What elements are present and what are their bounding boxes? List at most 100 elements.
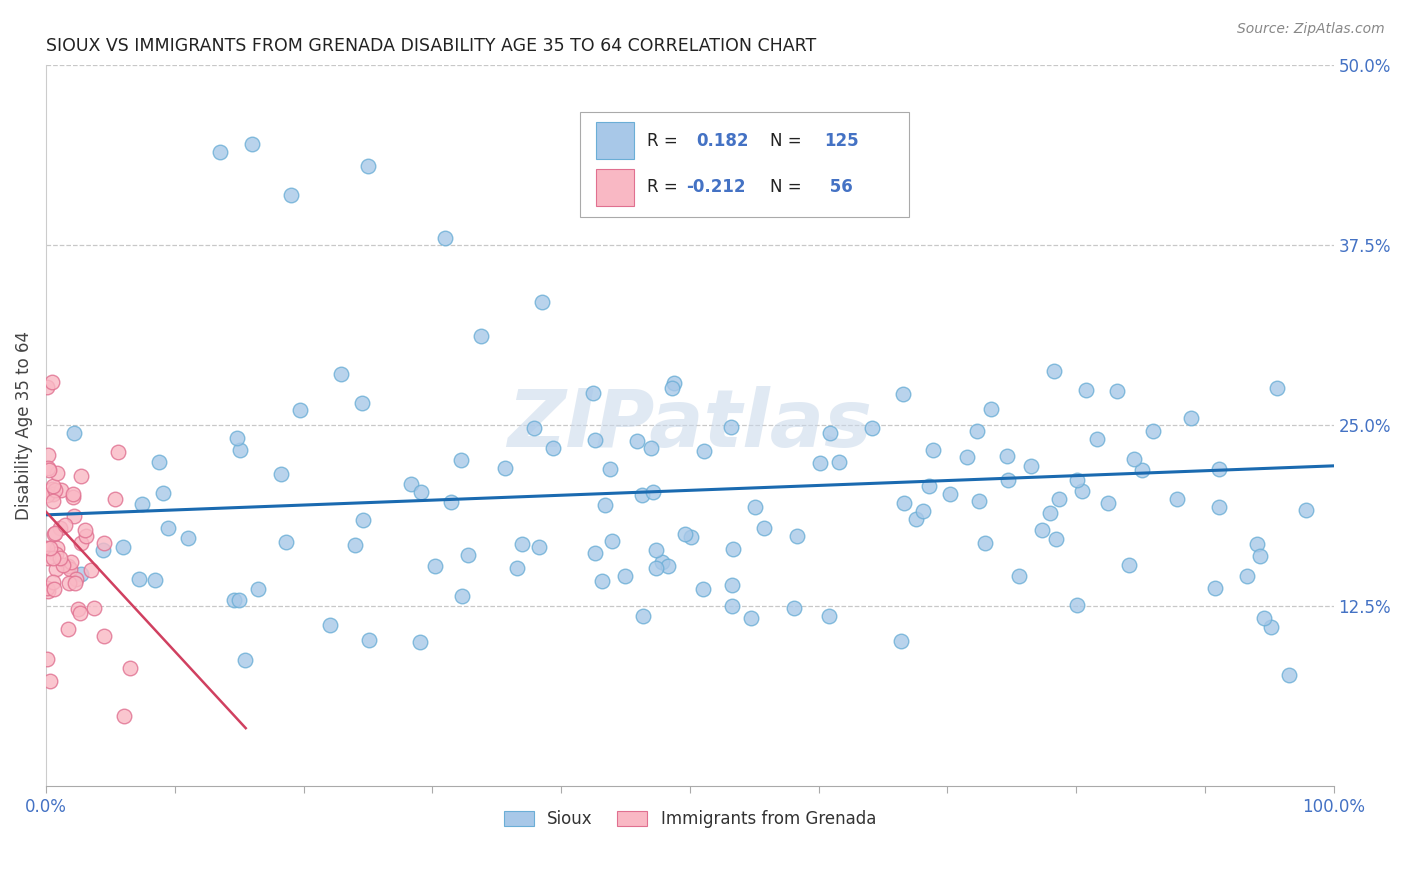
Point xyxy=(752,521,775,535)
Point xyxy=(1066,473,1088,487)
Point xyxy=(112,708,135,723)
Point xyxy=(645,560,668,574)
Point xyxy=(641,485,664,500)
Point xyxy=(80,563,103,577)
Point xyxy=(51,483,73,497)
Text: -0.212: -0.212 xyxy=(686,178,745,196)
Point xyxy=(512,537,534,551)
Y-axis label: Disability Age 35 to 64: Disability Age 35 to 64 xyxy=(15,331,32,520)
Point xyxy=(1107,384,1129,398)
Point xyxy=(494,461,516,475)
Point xyxy=(1031,524,1053,538)
Point xyxy=(42,582,65,596)
Point xyxy=(786,529,808,543)
Bar xyxy=(596,122,634,159)
Point xyxy=(599,462,621,476)
Point xyxy=(661,381,683,395)
Point xyxy=(808,456,831,470)
Point xyxy=(1260,620,1282,634)
Point xyxy=(44,526,66,541)
Point xyxy=(53,517,76,532)
Point xyxy=(280,187,302,202)
Point xyxy=(37,461,59,475)
Point xyxy=(995,449,1018,463)
Point xyxy=(1236,568,1258,582)
Point xyxy=(973,536,995,550)
Point xyxy=(38,463,60,477)
Point xyxy=(1278,668,1301,682)
Point xyxy=(41,376,63,390)
Point xyxy=(69,606,91,620)
Point xyxy=(1253,610,1275,624)
Point xyxy=(46,466,69,480)
Point xyxy=(39,541,62,555)
Point xyxy=(1180,411,1202,425)
Point xyxy=(37,488,59,502)
Point xyxy=(1130,463,1153,477)
Text: 56: 56 xyxy=(824,178,852,196)
Point xyxy=(530,295,553,310)
Point xyxy=(744,500,766,514)
Point xyxy=(723,542,745,557)
Point xyxy=(1208,462,1230,476)
Point xyxy=(37,380,59,394)
Point xyxy=(583,545,606,559)
Point xyxy=(44,527,66,541)
Point xyxy=(1166,492,1188,507)
Point xyxy=(107,445,129,459)
Point xyxy=(1007,569,1029,583)
Point xyxy=(969,494,991,508)
Point xyxy=(76,529,98,543)
Point xyxy=(1042,364,1064,378)
Point xyxy=(41,494,63,508)
Point xyxy=(527,541,550,555)
Point xyxy=(70,535,93,549)
Point xyxy=(818,426,841,441)
Point xyxy=(860,420,883,434)
Point xyxy=(228,592,250,607)
Point xyxy=(104,492,127,507)
Point xyxy=(1045,533,1067,547)
Point xyxy=(37,581,59,595)
Point xyxy=(1066,599,1088,613)
Point xyxy=(42,575,65,590)
Point xyxy=(980,402,1002,417)
Point xyxy=(37,550,59,565)
Point xyxy=(582,386,605,401)
Point xyxy=(42,487,65,501)
Point xyxy=(522,421,544,435)
Point xyxy=(997,473,1019,487)
Point xyxy=(233,653,256,667)
Point xyxy=(240,137,263,152)
Point xyxy=(614,569,637,583)
Point xyxy=(222,593,245,607)
Point xyxy=(44,483,66,497)
Point xyxy=(66,602,89,616)
Point xyxy=(52,558,75,572)
Point xyxy=(45,547,67,561)
Point xyxy=(93,536,115,550)
Point xyxy=(817,608,839,623)
Point xyxy=(37,584,59,599)
Point xyxy=(73,523,96,537)
Point xyxy=(83,600,105,615)
Point xyxy=(721,577,744,591)
Point xyxy=(274,535,297,549)
Point xyxy=(664,376,686,391)
Point xyxy=(65,572,87,586)
Point xyxy=(46,541,69,555)
Point xyxy=(1295,503,1317,517)
Point xyxy=(357,159,380,173)
Point xyxy=(226,431,249,445)
Point xyxy=(208,145,231,159)
Point xyxy=(128,572,150,586)
Point xyxy=(70,566,93,581)
Point xyxy=(49,550,72,565)
Point xyxy=(720,420,742,434)
Point xyxy=(157,521,180,535)
Point xyxy=(38,673,60,688)
Point xyxy=(434,231,457,245)
Legend: Sioux, Immigrants from Grenada: Sioux, Immigrants from Grenada xyxy=(496,804,883,835)
Point xyxy=(1208,500,1230,514)
Point xyxy=(143,574,166,588)
